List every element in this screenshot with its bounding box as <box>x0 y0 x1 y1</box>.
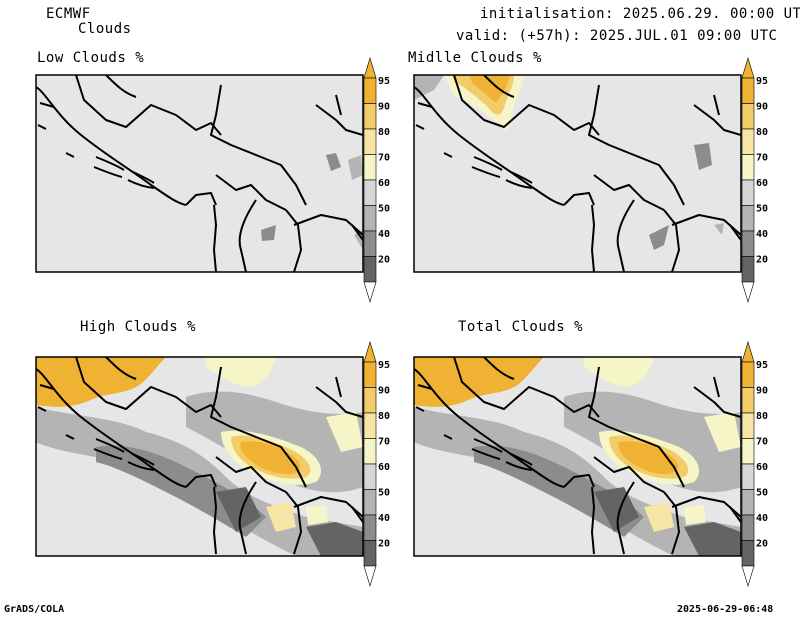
colorbar-swatch <box>741 489 755 516</box>
colorbar-swatch <box>741 361 755 388</box>
panel-title-middle: Midlle Clouds % <box>408 50 542 66</box>
colorbar-bottom-arrow <box>741 281 755 304</box>
colorbar-top-arrow <box>363 340 377 363</box>
panel-title-high: High Clouds % <box>80 319 197 335</box>
colorbar-level-label: 90 <box>378 102 390 113</box>
colorbar-swatch <box>363 387 377 414</box>
footer-timestamp: 2025-06-29-06:48 <box>677 604 774 615</box>
map-panel-high <box>36 357 363 556</box>
colorbar-level-label: 50 <box>378 204 390 215</box>
colorbar-level-label: 40 <box>378 229 390 240</box>
map-frame-low <box>35 74 364 273</box>
colorbar-level-label: 80 <box>378 411 390 422</box>
colorbar-swatch <box>363 438 377 465</box>
colorbar-level-label: 70 <box>756 153 768 164</box>
colorbar-level-label: 20 <box>756 539 768 550</box>
colorbar-level-label: 60 <box>756 178 768 189</box>
map-frame-middle <box>413 74 742 273</box>
colorbar-swatch <box>741 154 755 181</box>
colorbar-swatch <box>363 540 377 567</box>
colorbar-swatch <box>363 179 377 206</box>
map-panel-total <box>414 357 741 556</box>
colorbar-level-label: 20 <box>378 539 390 550</box>
colorbar-level-label: 70 <box>378 437 390 448</box>
colorbar-bottom-arrow <box>363 565 377 588</box>
colorbar-level-label: 50 <box>378 488 390 499</box>
colorbar-top-arrow <box>741 340 755 363</box>
map-frame-total <box>413 356 742 557</box>
colorbar-swatch <box>741 387 755 414</box>
colorbar-level-label: 70 <box>378 153 390 164</box>
colorbar-swatch <box>363 514 377 541</box>
colorbar-level-label: 90 <box>756 386 768 397</box>
colorbar-level-label: 60 <box>756 462 768 473</box>
colorbar-swatch <box>363 361 377 388</box>
colorbar-swatch <box>363 103 377 130</box>
colorbar-swatch <box>363 230 377 257</box>
colorbar-level-label: 50 <box>756 488 768 499</box>
colorbar-level-label: 20 <box>378 255 390 266</box>
colorbar-swatch <box>363 205 377 232</box>
colorbar-swatch <box>363 154 377 181</box>
colorbar-swatch <box>363 489 377 516</box>
colorbar-swatch <box>363 256 377 283</box>
colorbar-swatch <box>363 463 377 490</box>
colorbar-swatch <box>741 412 755 439</box>
colorbar-swatch <box>741 230 755 257</box>
colorbar-level-label: 80 <box>378 127 390 138</box>
colorbar-top-arrow <box>363 56 377 79</box>
valid-time: valid: (+57h): 2025.JUL.01 09:00 UTC <box>456 28 778 44</box>
colorbar-top-arrow <box>741 56 755 79</box>
colorbar-level-label: 50 <box>756 204 768 215</box>
colorbar-swatch <box>363 77 377 104</box>
colorbar-high: 95 90 80 70 60 50 40 20 <box>363 340 390 588</box>
colorbar-level-label: 80 <box>756 127 768 138</box>
colorbar-level-label: 60 <box>378 462 390 473</box>
colorbar-level-label: 60 <box>378 178 390 189</box>
colorbar-level-label: 95 <box>756 76 768 87</box>
colorbar-bottom-arrow <box>741 565 755 588</box>
footer-software: GrADS/COLA <box>4 604 65 615</box>
colorbar-level-label: 95 <box>756 360 768 371</box>
panel-title-low: Low Clouds % <box>37 50 145 66</box>
colorbar-middle: 95 90 80 70 60 50 40 20 <box>741 56 768 304</box>
model-name: ECMWF <box>46 6 91 22</box>
colorbar-level-label: 40 <box>756 513 768 524</box>
colorbar-swatch <box>741 128 755 155</box>
colorbar-swatch <box>741 103 755 130</box>
panel-title-total: Total Clouds % <box>458 319 584 335</box>
colorbar-swatch <box>741 540 755 567</box>
colorbar-swatch <box>741 438 755 465</box>
colorbar-swatch <box>363 128 377 155</box>
map-frame-high <box>35 356 364 557</box>
initialisation-time: initialisation: 2025.06.29. 00:00 UTC <box>480 6 800 22</box>
colorbar-level-label: 90 <box>756 102 768 113</box>
colorbar-level-label: 95 <box>378 76 390 87</box>
colorbar-level-label: 95 <box>378 360 390 371</box>
colorbar-level-label: 70 <box>756 437 768 448</box>
colorbar-swatch <box>363 412 377 439</box>
map-panel-middle <box>414 75 741 272</box>
colorbar-level-label: 40 <box>756 229 768 240</box>
colorbar-swatch <box>741 205 755 232</box>
map-panel-low <box>36 75 363 272</box>
colorbar-swatch <box>741 77 755 104</box>
colorbar-level-label: 80 <box>756 411 768 422</box>
colorbar-level-label: 20 <box>756 255 768 266</box>
colorbar-level-label: 90 <box>378 386 390 397</box>
colorbar-swatch <box>741 514 755 541</box>
colorbar-low: 95 90 80 70 60 50 40 20 <box>363 56 390 304</box>
colorbar-total: 95 90 80 70 60 50 40 20 <box>741 340 768 588</box>
colorbar-swatch <box>741 179 755 206</box>
colorbar-swatch <box>741 256 755 283</box>
colorbar-swatch <box>741 463 755 490</box>
product-name: Clouds <box>78 21 132 37</box>
colorbar-bottom-arrow <box>363 281 377 304</box>
colorbar-level-label: 40 <box>378 513 390 524</box>
